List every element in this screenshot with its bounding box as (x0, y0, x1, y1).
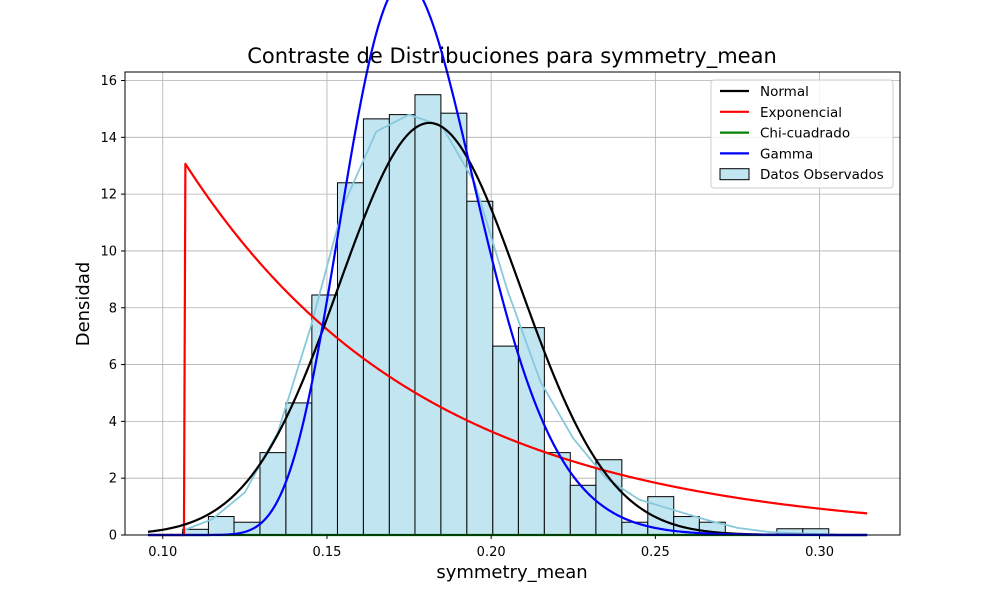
histogram-bar (466, 200, 494, 536)
histogram-bar (414, 94, 442, 536)
y-tick-label: 16 (100, 74, 117, 89)
legend-swatch (719, 168, 750, 181)
y-tick-label: 12 (100, 188, 117, 203)
histogram-bar (388, 114, 416, 536)
legend: Normal Exponencial Chi-cuadrado Gamma Datos … (710, 79, 894, 189)
histogram-bar (621, 521, 649, 536)
histogram-bar (362, 118, 390, 536)
y-axis-title: Densidad (73, 262, 94, 347)
histogram-bar (440, 112, 468, 536)
legend-label: Chi-cuadrado (760, 126, 850, 142)
x-tick-label: 0.10 (148, 545, 177, 560)
histogram-bar (517, 327, 545, 536)
y-tick-label: 2 (109, 472, 117, 487)
y-tick-label: 8 (109, 301, 117, 316)
legend-label: Datos Observados (760, 167, 884, 183)
histogram-bar (569, 484, 597, 536)
y-tick-label: 4 (109, 415, 117, 430)
y-axis-ticks: 0 2 4 6 8 10 12 14 16 (100, 74, 125, 544)
chart-title: Contraste de Distribuciones para symmetr… (247, 44, 777, 69)
y-tick-label: 10 (100, 244, 117, 259)
x-tick-label: 0.25 (641, 545, 670, 560)
legend-box (710, 79, 894, 189)
x-tick-label: 0.30 (805, 545, 834, 560)
kde-line (182, 113, 836, 536)
histogram-bar (336, 182, 364, 536)
legend-label: Normal (760, 84, 809, 100)
x-axis-ticks: 0.10 0.15 0.20 0.25 0.30 (148, 535, 834, 560)
y-tick-label: 14 (100, 131, 117, 146)
plot-frame (124, 71, 901, 536)
y-tick-label: 6 (109, 358, 117, 373)
legend-label: Gamma (760, 146, 813, 162)
histogram-bar (311, 294, 338, 536)
legend-label: Exponencial (760, 105, 842, 121)
exponencial-line (147, 162, 868, 537)
x-tick-label: 0.20 (477, 545, 506, 560)
y-tick-label: 0 (109, 529, 117, 544)
x-tick-label: 0.15 (312, 545, 341, 560)
x-axis-title: symmetry_mean (436, 562, 587, 583)
